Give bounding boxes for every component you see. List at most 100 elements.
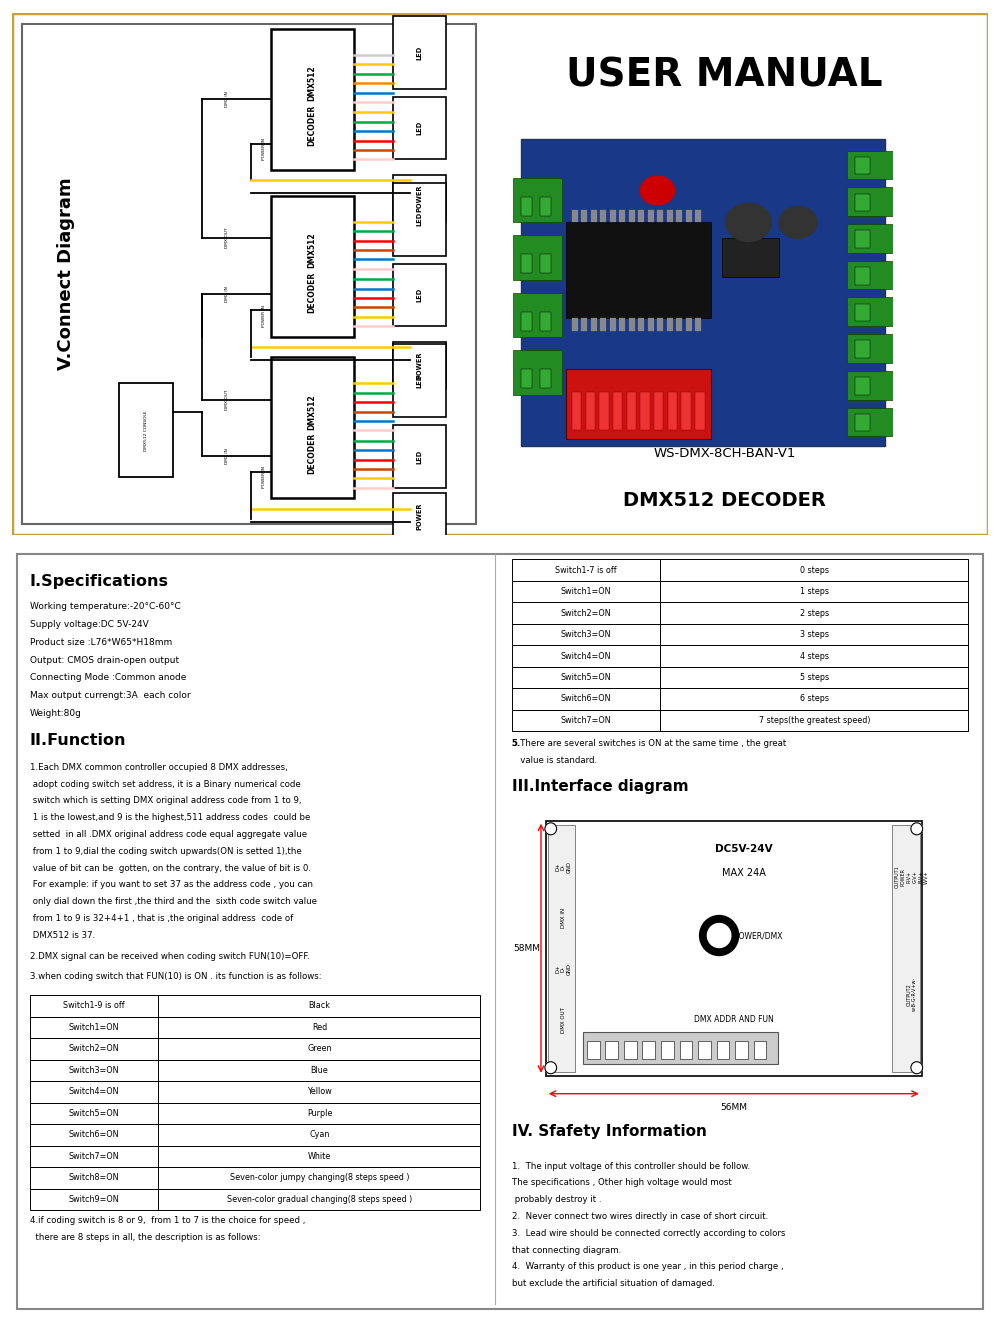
Bar	[855, 303, 870, 322]
Bar	[512, 710, 968, 732]
Text: 5.There are several switches is ON at the same time , the great: 5.There are several switches is ON at th…	[512, 739, 786, 749]
Bar	[605, 1041, 618, 1059]
Bar	[640, 391, 650, 430]
Text: V.Connect Diagram: V.Connect Diagram	[57, 178, 75, 370]
Bar	[30, 1124, 480, 1145]
Text: MAX 24A: MAX 24A	[722, 867, 765, 878]
Bar	[587, 1041, 600, 1059]
Bar	[572, 318, 578, 331]
Bar	[271, 29, 354, 170]
Text: LED: LED	[416, 121, 422, 136]
Bar	[512, 666, 968, 688]
Bar	[610, 318, 616, 331]
Bar	[30, 1145, 480, 1168]
Text: POWER: POWER	[416, 503, 422, 531]
Text: from 1 to 9 is 32+4+1 , that is ,the original address  code of: from 1 to 9 is 32+4+1 , that is ,the ori…	[30, 914, 293, 923]
Text: adopt coding switch set address, it is a Binary numerical code: adopt coding switch set address, it is a…	[30, 779, 300, 789]
Bar	[119, 383, 173, 477]
Text: POWER: POWER	[416, 351, 422, 379]
Bar	[627, 391, 636, 430]
Bar	[271, 196, 354, 336]
Text: Switch6=ON: Switch6=ON	[69, 1130, 119, 1140]
Bar	[548, 825, 575, 1072]
Bar	[513, 178, 562, 222]
Bar	[847, 334, 893, 363]
Circle shape	[911, 823, 923, 835]
Text: DC5V-24V: DC5V-24V	[715, 843, 772, 854]
Text: DMX IN: DMX IN	[225, 286, 229, 302]
Text: from 1 to 9,dial the coding switch upwards(ON is setted 1),the: from 1 to 9,dial the coding switch upwar…	[30, 847, 301, 855]
Bar	[847, 407, 893, 436]
Bar	[855, 267, 870, 285]
Text: II.Function: II.Function	[30, 733, 126, 747]
Text: setted  in all .DMX original address code equal aggregate value: setted in all .DMX original address code…	[30, 830, 307, 839]
Text: I.Specifications: I.Specifications	[30, 575, 169, 589]
Circle shape	[545, 823, 557, 835]
Text: Supply voltage:DC 5V-24V: Supply voltage:DC 5V-24V	[30, 620, 148, 629]
Bar	[599, 391, 609, 430]
Bar	[619, 210, 625, 222]
Text: Switch1-7 is off: Switch1-7 is off	[555, 565, 617, 575]
Bar	[698, 1041, 711, 1059]
Bar	[847, 150, 893, 180]
Text: only dial down the first ,the third and the  sixth code switch value: only dial down the first ,the third and …	[30, 898, 317, 906]
Text: Seven-color jumpy changing(8 steps speed ): Seven-color jumpy changing(8 steps speed…	[230, 1173, 409, 1182]
Text: 7 steps(the greatest speed): 7 steps(the greatest speed)	[759, 716, 870, 725]
Bar	[393, 342, 446, 388]
Text: Black: Black	[308, 1001, 330, 1011]
Text: White: White	[308, 1152, 331, 1161]
Text: OUTPUT2
w-B-G-R-V+w-: OUTPUT2 w-B-G-R-V+w-	[906, 978, 917, 1011]
Bar	[624, 1041, 637, 1059]
Bar	[512, 624, 968, 645]
Bar	[591, 210, 597, 222]
Circle shape	[911, 1061, 923, 1073]
Text: 3.when coding switch that FUN(10) is ON . its function is as follows:: 3.when coding switch that FUN(10) is ON …	[30, 972, 321, 982]
Text: Purple: Purple	[307, 1109, 332, 1117]
Text: Max output currengt:3A  each color: Max output currengt:3A each color	[30, 692, 190, 700]
Text: Switch7=ON: Switch7=ON	[561, 716, 611, 725]
Bar	[855, 414, 870, 431]
Bar	[512, 645, 968, 666]
Text: D+
D-
GND: D+ D- GND	[555, 861, 572, 872]
Bar	[546, 821, 922, 1076]
Text: POWER IN: POWER IN	[262, 138, 266, 160]
Text: 3.  Lead wire should be connected correctly according to colors: 3. Lead wire should be connected correct…	[512, 1229, 785, 1238]
Bar	[855, 157, 870, 174]
Text: 0 steps: 0 steps	[800, 565, 829, 575]
Bar	[855, 230, 870, 247]
Text: LED: LED	[416, 450, 422, 464]
Bar	[271, 358, 354, 499]
Bar	[566, 222, 711, 318]
Bar	[613, 391, 622, 430]
Bar	[393, 16, 446, 89]
Bar	[581, 210, 587, 222]
Bar	[661, 1041, 674, 1059]
Text: DMX OUT: DMX OUT	[225, 227, 229, 249]
Bar	[722, 238, 779, 277]
Text: Switch4=ON: Switch4=ON	[561, 652, 611, 661]
Text: DMX512: DMX512	[308, 66, 317, 101]
Bar	[393, 97, 446, 160]
Bar	[513, 235, 562, 279]
Text: Switch4=ON: Switch4=ON	[69, 1088, 119, 1096]
Bar	[30, 1060, 480, 1081]
Bar	[521, 197, 532, 215]
Text: switch which is setting DMX original address code from 1 to 9,: switch which is setting DMX original add…	[30, 797, 301, 806]
Text: DMX ADDR AND FUN: DMX ADDR AND FUN	[694, 1015, 774, 1024]
Text: DECODER: DECODER	[308, 271, 317, 313]
Bar	[629, 318, 635, 331]
Text: 4 steps: 4 steps	[800, 652, 829, 661]
Text: LED: LED	[416, 287, 422, 302]
Text: probably destroy it .: probably destroy it .	[512, 1196, 601, 1204]
Text: Blue: Blue	[311, 1065, 328, 1075]
Text: DECODER: DECODER	[308, 105, 317, 146]
Text: Switch9=ON: Switch9=ON	[69, 1194, 119, 1204]
Bar	[30, 1081, 480, 1103]
Text: Switch8=ON: Switch8=ON	[69, 1173, 119, 1182]
Bar	[393, 182, 446, 255]
Text: DMX512 DECODER: DMX512 DECODER	[623, 491, 826, 511]
Bar	[847, 371, 893, 399]
Bar	[540, 197, 551, 215]
Text: 4.if coding switch is 8 or 9,  from 1 to 7 is the choice for speed ,: 4.if coding switch is 8 or 9, from 1 to …	[30, 1216, 305, 1225]
Bar	[583, 1032, 778, 1064]
